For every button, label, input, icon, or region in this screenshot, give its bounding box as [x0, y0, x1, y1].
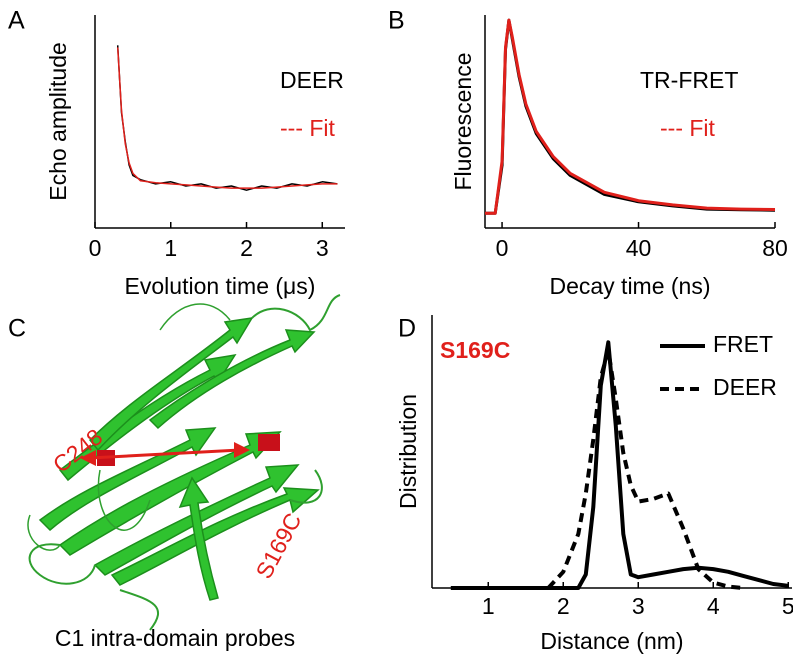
panel-letter: A — [8, 7, 25, 35]
x-tick-label: 2 — [557, 593, 570, 619]
x-tick-label: 80 — [762, 235, 788, 261]
data-line — [485, 18, 776, 215]
annotation: S169C — [440, 337, 510, 363]
x-tick-label: 3 — [632, 593, 645, 619]
x-tick-label: 4 — [707, 593, 720, 619]
legend-label: DEER — [713, 374, 777, 400]
data-line — [116, 47, 338, 189]
x-tick-label: 1 — [164, 235, 177, 261]
x-tick-label: 2 — [240, 235, 253, 261]
legend-label: TR-FRET — [640, 67, 738, 93]
caption: C1 intra-domain probes — [55, 625, 295, 651]
panel-letter: B — [388, 7, 405, 35]
panel-letter: C — [8, 315, 26, 343]
panel-letter: D — [398, 315, 416, 343]
probe-site — [258, 434, 280, 451]
x-tick-label: 0 — [89, 235, 102, 261]
protein-structure — [27, 294, 341, 631]
x-axis-label: Distance (nm) — [540, 628, 683, 654]
x-tick-label: 40 — [626, 235, 652, 261]
x-tick-label: 3 — [316, 235, 329, 261]
y-axis-label: Distribution — [395, 394, 421, 509]
legend-label: --- Fit — [280, 115, 336, 141]
data-line — [546, 348, 744, 590]
data-line — [485, 18, 776, 215]
y-axis-label: Fluorescence — [450, 52, 476, 190]
data-line — [450, 340, 789, 590]
distance-arrow — [80, 442, 250, 466]
probe-label: S169C — [250, 509, 306, 583]
legend-label: DEER — [280, 67, 344, 93]
legend-label: --- Fit — [660, 115, 716, 141]
legend-label: FRET — [713, 331, 773, 357]
y-axis-label: Echo amplitude — [45, 42, 71, 201]
x-tick-label: 1 — [482, 593, 495, 619]
x-axis-label: Decay time (ns) — [549, 273, 710, 299]
x-axis-label: Evolution time (μs) — [125, 273, 316, 299]
x-tick-label: 5 — [782, 593, 793, 619]
x-tick-label: 0 — [496, 235, 509, 261]
